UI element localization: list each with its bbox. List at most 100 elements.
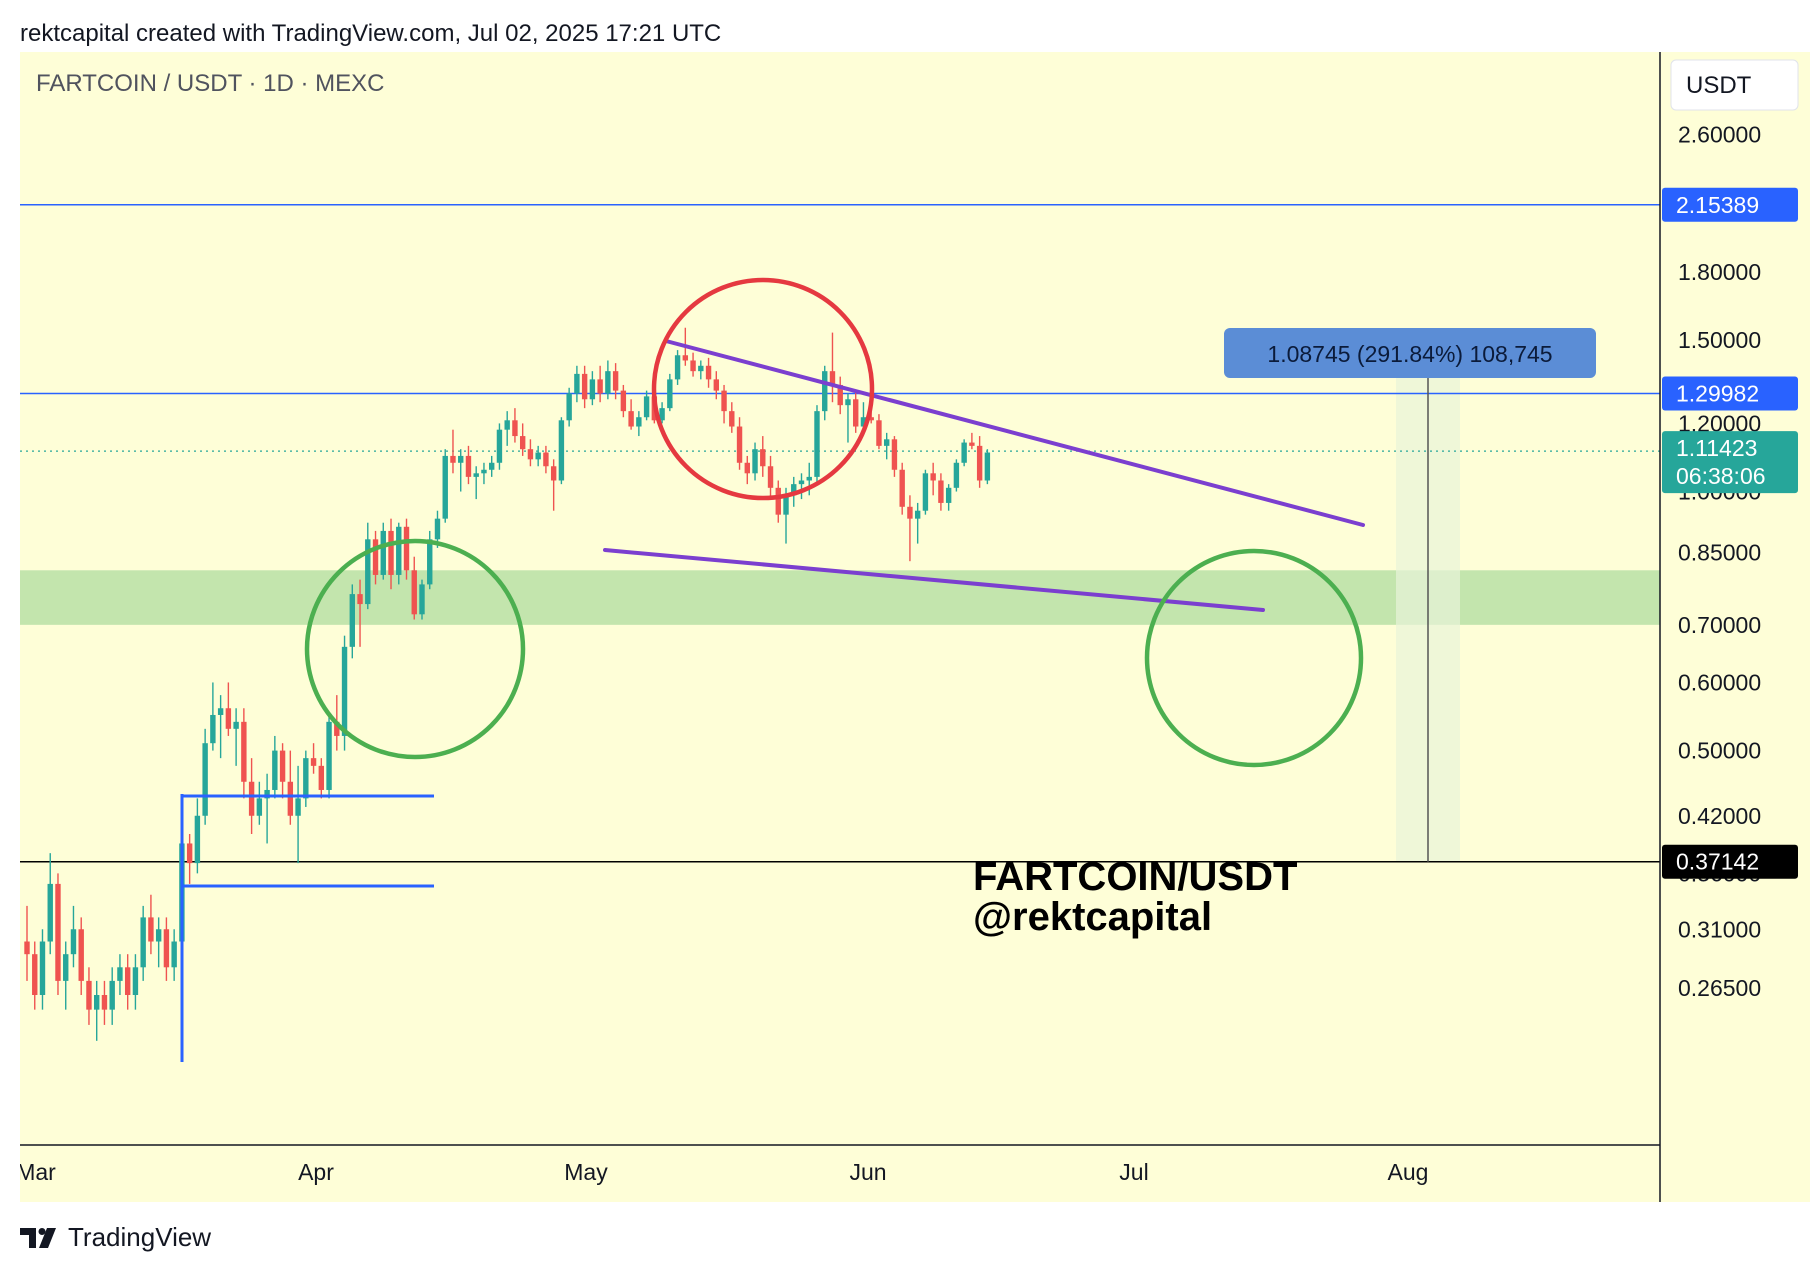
x-tick-label: Jul [1119, 1159, 1148, 1185]
candle-body-up [806, 476, 812, 481]
candle-body-up [442, 455, 448, 519]
candle-body-down [148, 917, 154, 942]
candle-body-down [705, 365, 712, 380]
candle-body-down [868, 417, 874, 421]
candle-body-down [241, 721, 247, 782]
candle-body-up [667, 379, 673, 409]
candle-body-up [643, 396, 650, 418]
candle-body-down [876, 420, 882, 446]
candle-body-down [690, 360, 696, 372]
candle-body-up [791, 484, 797, 496]
candle-body-up [481, 469, 487, 474]
candle-body-up [117, 967, 123, 981]
y-tick-label: 0.42000 [1678, 803, 1761, 829]
candle-body-up [798, 480, 805, 485]
candle-body-up [341, 646, 348, 736]
price-chart[interactable]: 1.08745 (291.84%) 108,745 FARTCOIN / USD… [20, 52, 1810, 1202]
candle-body-up [458, 455, 464, 463]
candle-body-down [744, 462, 750, 474]
target-highlight-circle [1144, 548, 1364, 768]
candle-body-down [55, 883, 61, 981]
candle-body-up [171, 941, 177, 968]
candle-body-up [256, 798, 263, 816]
candle-body-down [357, 594, 363, 605]
candle-body-down [550, 466, 557, 481]
candle-body-down [450, 455, 456, 463]
candle-body-up [698, 365, 704, 372]
candle-body-down [512, 420, 518, 437]
candle-body-down [32, 954, 38, 995]
candle-body-up [303, 758, 309, 799]
candle-body-down [612, 371, 619, 391]
candle-body-up [419, 584, 425, 615]
candle-body-up [63, 954, 69, 981]
candle-body-down [388, 530, 394, 575]
candle-body-up [605, 371, 611, 394]
watermark-line-1: FARTCOIN/USDT [973, 855, 1297, 899]
tradingview-logo-icon [20, 1227, 56, 1248]
candle-body-up [272, 750, 278, 790]
measure-label-text: 1.08745 (291.84%) 108,745 [1267, 341, 1552, 367]
candle-body-up [674, 355, 681, 380]
candle-body-down [86, 980, 92, 1010]
candle-body-down [465, 455, 472, 477]
x-tick-label: Aug [1388, 1159, 1429, 1185]
candle-body-up [132, 967, 139, 995]
price-tag: 2.15389 [1662, 187, 1798, 222]
candle-body-down [682, 355, 689, 361]
y-tick-label: 0.70000 [1678, 612, 1761, 638]
candle-body-down [519, 436, 526, 450]
currency-button[interactable] [1670, 59, 1799, 111]
candle-body-down [318, 765, 325, 790]
x-tick-label: Apr [298, 1159, 334, 1185]
price-tag-box [1662, 187, 1798, 222]
price-tag: 1.29982 [1662, 376, 1798, 411]
candle-body-down [597, 379, 603, 394]
price-tag-box [1662, 376, 1798, 411]
candle-body-down [729, 411, 735, 427]
tradingview-brand: TradingView [68, 1222, 212, 1252]
price-tag-value: 2.15389 [1676, 192, 1759, 218]
attribution-header: rektcapital created with TradingView.com… [20, 20, 722, 47]
candle-body-down [713, 379, 720, 391]
candle-body-up [70, 929, 77, 955]
measure-label: 1.08745 (291.84%) 108,745 [1224, 328, 1596, 378]
footer: TradingView [20, 1222, 211, 1253]
candle-body-up [558, 420, 565, 481]
currency-label[interactable]: USDT [1686, 72, 1752, 99]
x-tick-label: May [564, 1159, 608, 1185]
measure-label-box [1224, 328, 1596, 378]
y-tick-label: 0.85000 [1678, 539, 1761, 565]
candle-body-down [163, 929, 170, 968]
candle-body-down [907, 506, 913, 519]
candle-body-up [984, 452, 991, 481]
price-tag-value: 1.11423 [1676, 435, 1757, 461]
x-tick-label: Mar [20, 1159, 56, 1185]
candle-body-up [217, 708, 224, 715]
candle-body-down [969, 442, 975, 446]
candle-body-down [527, 449, 534, 460]
candles-layer [24, 327, 991, 1041]
candle-body-down [775, 487, 781, 515]
candle-body-up [47, 883, 53, 942]
candle-body-up [945, 487, 952, 503]
candle-body-down [899, 469, 905, 507]
candle-body-up [883, 439, 890, 446]
candle-body-down [372, 539, 379, 575]
top-highlight-circle [651, 277, 875, 501]
candle-body-down [930, 473, 936, 481]
candle-body-up [365, 539, 371, 605]
candle-body-down [78, 929, 84, 981]
candle-body-down [287, 781, 294, 816]
wedge-upper-trendline [664, 339, 1365, 527]
candle-body-up [589, 379, 596, 400]
candle-body-up [326, 721, 332, 790]
retest-highlight-circle [304, 538, 526, 760]
y-tick-label: 0.60000 [1678, 669, 1761, 695]
y-tick-label: 2.60000 [1678, 121, 1761, 147]
support-zone [20, 570, 1660, 625]
candle-body-up [94, 994, 100, 1010]
axes-layer: 2.600001.800001.500001.200001.000000.850… [20, 121, 1798, 1185]
candle-body-up [155, 929, 162, 942]
price-tag-value: 0.37142 [1676, 849, 1759, 875]
